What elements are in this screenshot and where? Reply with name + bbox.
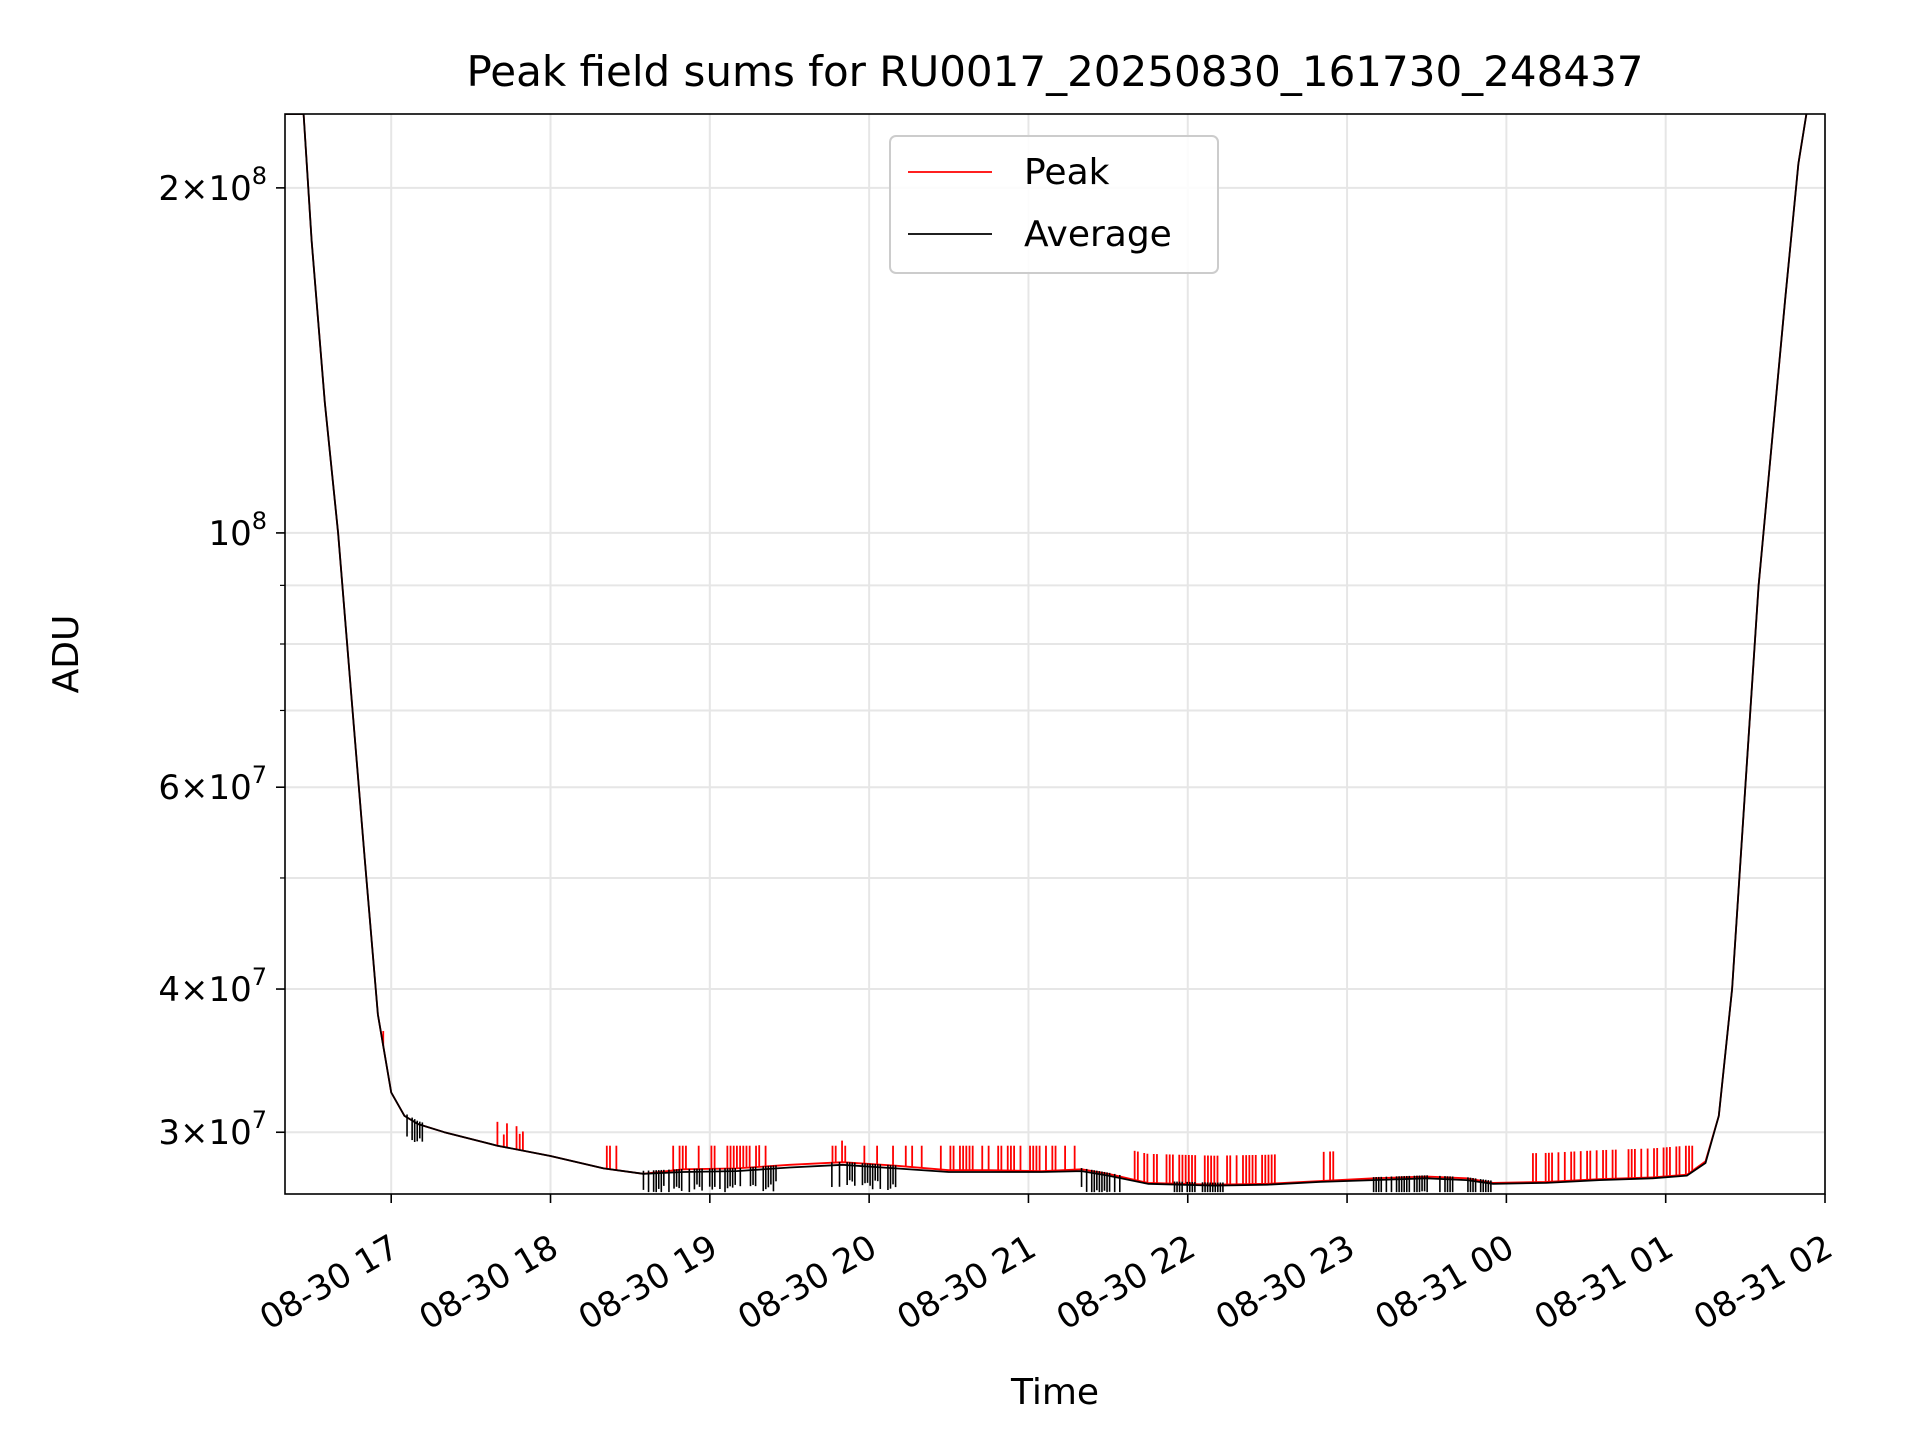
average-series-line: [285, 114, 1808, 1187]
average-dips: [406, 1114, 1492, 1193]
plot-area: [285, 114, 1808, 1193]
peak-spikes: [382, 1031, 1694, 1185]
legend-box: [889, 135, 1219, 274]
y-axis-label: ADU: [46, 615, 87, 694]
legend-peak-label: Peak: [1024, 152, 1110, 193]
y-axis: 3×107 4×107 6×107 108 2×108: [158, 162, 285, 1153]
axes-frame: [284, 113, 1826, 1195]
chart-title: Peak field sums for RU0017_20250830_1617…: [466, 47, 1643, 96]
y-tick-label: 108: [208, 507, 267, 554]
legend-average-label: Average: [1024, 214, 1172, 255]
x-axis-label: Time: [1010, 1372, 1099, 1413]
legend: Peak Average: [889, 135, 1219, 274]
y-tick-label: 6×107: [158, 761, 267, 808]
y-tick-label: 2×108: [158, 162, 267, 209]
y-tick-label: 4×107: [158, 963, 267, 1010]
y-tick-label: 3×107: [158, 1106, 267, 1153]
